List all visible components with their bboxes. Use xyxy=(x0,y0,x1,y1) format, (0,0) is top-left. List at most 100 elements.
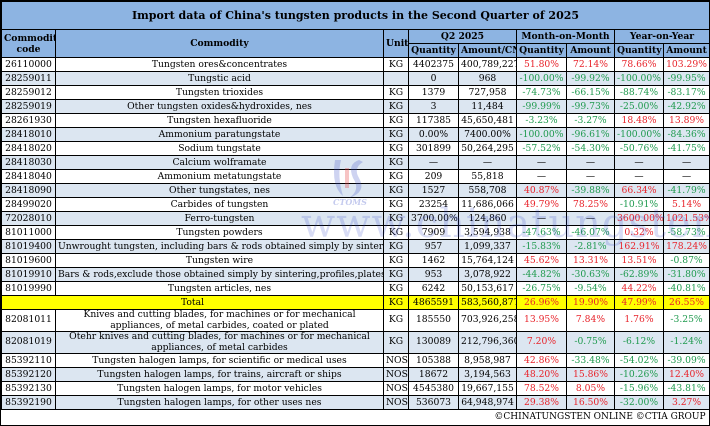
table-row: 85392190 Tungsten halogen lamps, for oth… xyxy=(1,395,710,410)
cell-mom-a: 15.86% xyxy=(566,367,615,382)
cell-commodity: Tungstic acid xyxy=(55,71,384,86)
cell-mom-q: 42.86% xyxy=(516,353,567,368)
header-q2-quantity: Quantity xyxy=(408,43,459,58)
total-label: Total xyxy=(1,295,384,310)
cell-code: 85392110 xyxy=(1,353,56,368)
cell-mom-q: — xyxy=(516,169,567,184)
table-row: 28259011 Tungstic acid 0 968 -100.00% -99.9… xyxy=(1,71,710,86)
cell-qty: 0 xyxy=(408,71,459,86)
cell-mom-q: -3.23% xyxy=(516,113,567,128)
cell-yoy-a: -40.81% xyxy=(662,281,710,296)
cell-amount: 3,078,922 xyxy=(458,267,517,282)
header-commodity: Commodity xyxy=(55,29,384,58)
cell-yoy-a: 5.14% xyxy=(662,197,710,212)
cell-mom-a: 16.50% xyxy=(566,395,615,410)
total-row: Total KG 4865591 583,560,877 26.96% 19.90% 47… xyxy=(1,295,710,310)
cell-mom-q: -100.00% xyxy=(516,127,567,142)
cell-yoy-q: -10.26% xyxy=(614,367,664,382)
cell-unit: KG xyxy=(383,295,409,310)
table-row: 81019910 Bars & rods,exclude those obtai… xyxy=(1,267,710,282)
header-yoy: Year-on-Year xyxy=(613,29,710,44)
cell-mom-q: — xyxy=(516,211,567,226)
total-mom-q: 26.96% xyxy=(516,295,567,310)
cell-mom-q: -15.83% xyxy=(516,239,567,254)
cell-yoy-a: -83.17% xyxy=(662,85,710,100)
cell-yoy-a: -43.81% xyxy=(662,381,710,396)
table-row: 85392110 Tungsten halogen lamps, for sci… xyxy=(1,353,710,368)
cell-mom-q: 7.20% xyxy=(516,331,567,354)
cell-commodity: Tungsten articles, nes xyxy=(55,281,384,296)
cell-unit: KG xyxy=(383,99,409,114)
cell-unit: KG xyxy=(383,113,409,128)
cell-amount: 7400.00% xyxy=(458,127,517,142)
cell-mom-q: -47.63% xyxy=(516,225,567,240)
cell-amount: 968 xyxy=(458,71,517,86)
cell-code: 28418090 xyxy=(1,183,56,198)
cell-yoy-a: -31.80% xyxy=(662,267,710,282)
cell-code: 28259019 xyxy=(1,99,56,114)
table-row: 28259012 Tungsten trioxides KG 1379 727,95… xyxy=(1,85,710,100)
cell-amount: 45,650,481 xyxy=(458,113,517,128)
cell-mom-a: -30.63% xyxy=(566,267,615,282)
cell-yoy-a: -0.87% xyxy=(662,253,710,268)
cell-mom-a: 13.31% xyxy=(566,253,615,268)
cell-qty: 1462 xyxy=(408,253,459,268)
cell-amount: 19,667,155 xyxy=(458,381,517,396)
cell-commodity: Sodium tungstate xyxy=(55,141,384,156)
cell-yoy-q: — xyxy=(614,169,664,184)
cell-yoy-q: -88.74% xyxy=(614,85,664,100)
table-row: 26110000 Tungsten ores&concentrates KG 44… xyxy=(1,57,710,72)
table-row: 81011000 Tungsten powders KG 7909 3,594,93… xyxy=(1,225,710,240)
cell-qty: 23254 xyxy=(408,197,459,212)
cell-yoy-q: -100.00% xyxy=(614,127,664,142)
cell-yoy-q: — xyxy=(614,155,664,170)
cell-mom-q: 13.95% xyxy=(516,309,567,332)
table-row: 28418020 Sodium tungstate KG 301899 50,264… xyxy=(1,141,710,156)
cell-mom-a: 78.25% xyxy=(566,197,615,212)
cell-yoy-q: 162.91% xyxy=(614,239,664,254)
cell-code: 81019400 xyxy=(1,239,56,254)
cell-amount: 3,194,563 xyxy=(458,367,517,382)
cell-mom-q: -99.99% xyxy=(516,99,567,114)
cell-mom-a: -3.27% xyxy=(566,113,615,128)
cell-qty: 1527 xyxy=(408,183,459,198)
cell-amount: 15,764,124 xyxy=(458,253,517,268)
header-code: Commodity code xyxy=(1,29,56,58)
cell-mom-q: 29.38% xyxy=(516,395,567,410)
cell-code: 28499020 xyxy=(1,197,56,212)
total-yoy-q: 47.99% xyxy=(614,295,664,310)
cell-commodity: Calcium wolframate xyxy=(55,155,384,170)
cell-amount: 55,818 xyxy=(458,169,517,184)
cell-unit: KG xyxy=(383,169,409,184)
cell-amount: — xyxy=(458,155,517,170)
cell-code: 81011000 xyxy=(1,225,56,240)
cell-yoy-q: 66.34% xyxy=(614,183,664,198)
cell-mom-a: 72.14% xyxy=(566,57,615,72)
cell-commodity: Tungsten halogen lamps, for scientific o… xyxy=(55,353,384,368)
cell-unit: KG xyxy=(383,197,409,212)
cell-qty: 3 xyxy=(408,99,459,114)
cell-mom-a: — xyxy=(566,211,615,226)
cell-amount: 212,796,360 xyxy=(458,331,517,354)
cell-yoy-q: -100.00% xyxy=(614,71,664,86)
cell-unit xyxy=(383,71,409,86)
header-yoy-quantity: Quantity xyxy=(614,43,664,58)
cell-code: 81019910 xyxy=(1,267,56,282)
cell-code: 28259012 xyxy=(1,85,56,100)
cell-amount: 727,958 xyxy=(458,85,517,100)
cell-code: 81019990 xyxy=(1,281,56,296)
cell-yoy-q: -62.89% xyxy=(614,267,664,282)
cell-yoy-q: 1.76% xyxy=(614,309,664,332)
cell-code: 81019600 xyxy=(1,253,56,268)
cell-commodity: Bars & rods,exclude those obtained simpl… xyxy=(55,267,384,282)
cell-code: 85392190 xyxy=(1,395,56,410)
cell-yoy-q: -54.02% xyxy=(614,353,664,368)
cell-yoy-a: -42.92% xyxy=(662,99,710,114)
cell-qty: 1379 xyxy=(408,85,459,100)
header-unit: Unit xyxy=(383,29,409,58)
cell-qty: 117385 xyxy=(408,113,459,128)
cell-commodity: Other tungstates, nes xyxy=(55,183,384,198)
table-row: 81019400 Unwrought tungsten, including b… xyxy=(1,239,710,254)
cell-commodity: Unwrought tungsten, including bars & rod… xyxy=(55,239,384,254)
cell-unit: KG xyxy=(383,211,409,226)
